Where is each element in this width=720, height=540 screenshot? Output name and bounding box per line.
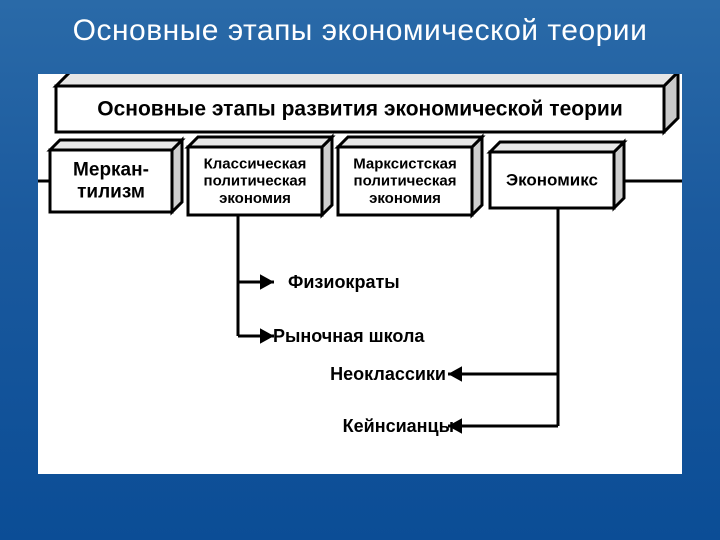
label-market_school: Рыночная школа <box>273 326 425 346</box>
main-bar-top <box>56 74 678 86</box>
arrow-market_school-head <box>260 328 274 343</box>
diagram-svg: Основные этапы развития экономической те… <box>38 74 682 474</box>
slide-title: Основные этапы экономической теории <box>0 14 720 48</box>
slide: Основные этапы экономической теории Осно… <box>0 0 720 540</box>
box-economics-label: Экономикс <box>506 171 598 190</box>
diagram: Основные этапы развития экономической те… <box>38 74 682 474</box>
arrow-physiocrats-head <box>260 274 274 289</box>
label-physiocrats: Физиократы <box>288 272 400 292</box>
label-keynesian: Кейнсианцы <box>343 416 454 436</box>
arrow-neoclassic-head <box>448 366 462 381</box>
label-neoclassic: Неоклассики <box>330 364 446 384</box>
main-bar-label: Основные этапы развития экономической те… <box>97 98 622 121</box>
box-mercantilism-label: Меркан-тилизм <box>73 160 149 203</box>
